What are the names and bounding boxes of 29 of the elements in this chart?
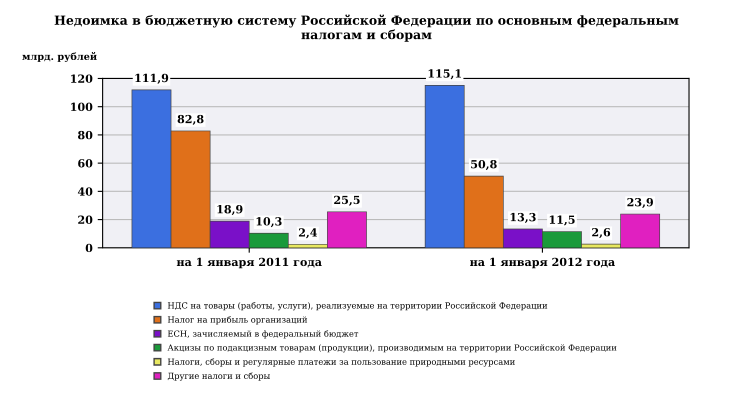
y-axis-title: млрд. рублей (22, 52, 97, 62)
legend-label: НДС на товары (работы, услуги), реализуемые на территории Российской Федерации (168, 302, 548, 310)
legend-label: Налоги, сборы и регулярные платежи за пользование природными ресурсами (168, 358, 515, 367)
y-tick-label: 40 (78, 187, 92, 196)
legend-label: Акцизы по подакцизным товарам (продукции), производимым на территории Российской Федерации (168, 344, 616, 352)
y-tick-label: 60 (78, 159, 92, 168)
y-tick-label: 0 (86, 244, 92, 252)
x-tick-label: на 1 января 2011 года (176, 258, 322, 268)
data-label: 2,6 (592, 228, 610, 238)
y-tick-label: 100 (71, 102, 92, 112)
legend-label: ЕСН, зачисляемый в федеральный бюджет (168, 330, 358, 338)
data-label: 18,9 (218, 205, 243, 216)
legend-label: Другие налоги и сборы (168, 372, 270, 381)
data-label: 50,8 (471, 160, 497, 170)
data-label: 111,9 (135, 74, 168, 84)
data-label: 23,9 (627, 198, 653, 208)
data-label: 2,4 (298, 228, 318, 238)
chart-title: Недоимка в бюджетную систему Российской Федерации по основным федеральным налогам и сборам (54, 14, 678, 42)
y-tick-label: 120 (71, 74, 92, 83)
y-tick-label: 80 (78, 130, 92, 140)
data-label: 82,8 (178, 114, 204, 125)
y-tick-label: 20 (78, 216, 92, 224)
data-label: 115,1 (428, 69, 461, 80)
data-label: 11,5 (550, 215, 575, 226)
legend-label: Налог на прибыль организаций (168, 316, 308, 324)
x-tick-label: на 1 января 2012 года (470, 258, 615, 268)
data-label: 10,3 (256, 217, 282, 228)
data-label: 13,3 (510, 212, 536, 223)
data-label: 25,5 (334, 196, 360, 206)
